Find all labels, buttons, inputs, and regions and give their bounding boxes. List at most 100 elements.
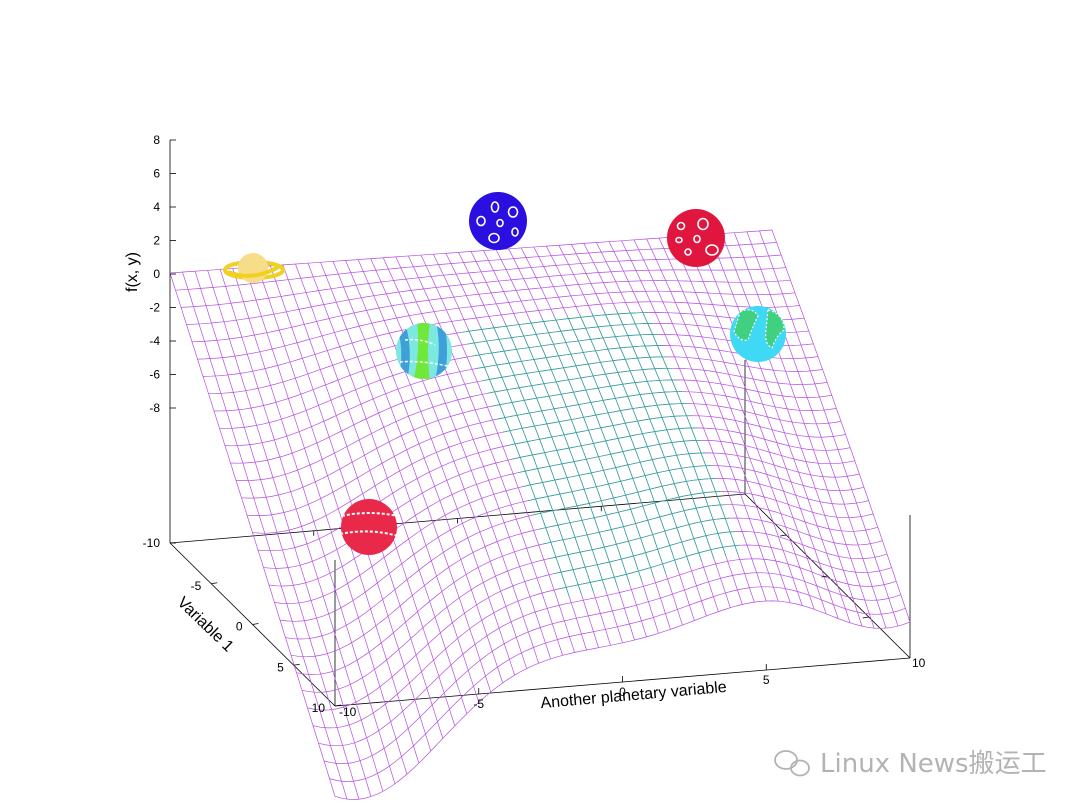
mesh-line-u: [583, 243, 731, 608]
mesh-line-u: [646, 238, 791, 603]
mesh-line-v-under: [543, 504, 726, 545]
blue-moon-icon: [469, 192, 527, 250]
mesh-line-u: [345, 260, 504, 684]
z-tick-label: 6: [153, 167, 160, 181]
mesh-line-v-under: [553, 531, 735, 575]
watermark-text: Linux News搬运工: [820, 749, 1047, 779]
mesh-line-u-under: [479, 326, 582, 595]
mesh-line-v-under: [523, 452, 706, 487]
mesh-line-u: [771, 229, 911, 623]
mesh-line-v-under: [492, 379, 677, 407]
x-tick-label: 5: [763, 673, 770, 687]
mesh-line-u: [219, 269, 384, 792]
mesh-line-v-under: [487, 367, 672, 394]
surface-mesh: [169, 229, 911, 800]
x-axis-label: Another planetary variable: [540, 679, 728, 712]
mesh-line-v-under: [538, 491, 721, 530]
mesh-line-v: [213, 323, 809, 412]
mesh-line-v-under: [471, 334, 658, 357]
earth-icon: [730, 306, 786, 362]
right-tick-mark: [780, 534, 787, 537]
mesh-line-v-under: [507, 415, 692, 446]
mesh-line-v-under: [548, 517, 731, 560]
mesh-line-u-under: [492, 324, 594, 593]
mesh-line-u-under: [579, 314, 679, 570]
mesh-line-u: [759, 230, 899, 627]
z-tick-label: 8: [153, 133, 160, 147]
mesh-line-v: [323, 572, 901, 764]
mesh-line-u: [169, 272, 336, 797]
watermark: Linux News搬运工: [774, 749, 1047, 779]
z-tick-label: -2: [149, 301, 160, 315]
mesh-line-v-under: [497, 391, 682, 420]
mesh-line-v-under: [466, 323, 653, 345]
mesh-line-v-under: [502, 403, 687, 433]
mesh-line-u: [332, 261, 492, 693]
mesh-line-u: [708, 234, 851, 623]
mesh-line-u: [295, 263, 456, 727]
z-tick-label: -4: [149, 334, 160, 348]
y-tick-mark: [334, 704, 342, 707]
mesh-line-u: [621, 240, 767, 602]
right-tick-mark: [862, 616, 869, 619]
mesh-line-u: [370, 258, 528, 669]
red-moon-icon: [667, 209, 725, 267]
neptune-icon: [396, 323, 452, 379]
mesh-line-u-under: [616, 311, 715, 559]
mesh-line-u-under: [604, 312, 703, 562]
mesh-line-v: [329, 586, 906, 782]
mesh-line-u: [483, 250, 635, 641]
y-tick-label: 5: [277, 660, 284, 674]
z-tick-label: -6: [149, 368, 160, 382]
mesh-line-u: [420, 254, 575, 653]
mesh-line-u: [382, 257, 539, 664]
mesh-line-v-under: [533, 478, 716, 516]
mesh-line-u: [633, 239, 779, 602]
mesh-line-u-under: [517, 321, 618, 587]
mesh-line-u: [194, 271, 360, 800]
mesh-line-u: [282, 264, 444, 739]
mars-icon: [341, 499, 397, 555]
mesh-line-v-under: [476, 345, 663, 369]
x-tick-label: 10: [912, 656, 926, 670]
mesh-line-v-under: [512, 427, 697, 460]
z-tick-label: 4: [153, 200, 160, 214]
y-tick-label: 0: [236, 620, 243, 634]
y-tick-label: 10: [312, 701, 326, 715]
mesh-line-u-under: [641, 309, 739, 555]
right-tick-mark: [821, 575, 828, 578]
x-tick-label: 0: [619, 685, 626, 699]
z-tick-label: -8: [149, 401, 160, 415]
mesh-line-u: [721, 233, 863, 627]
mesh-line-v-under: [461, 312, 648, 333]
mesh-line-v: [197, 290, 796, 360]
y-tick-mark: [293, 663, 300, 666]
mesh-line-u: [671, 237, 815, 610]
mesh-line-u-under: [504, 323, 606, 590]
wechat-icon: [774, 750, 810, 777]
y-axis-label: Variable 1: [174, 594, 237, 656]
mesh-line-u: [470, 251, 623, 643]
axis-ticks: 8 6 4 2 0 -2 -4 -6 -8 -10 -5 0 5 10 -10 -5 0 5 10: [143, 133, 926, 719]
mesh-line-v-under: [528, 465, 711, 501]
mesh-line-u: [269, 265, 432, 752]
mesh-line-u-under: [541, 318, 642, 581]
z-axis-label: f(x, y): [124, 252, 141, 292]
mesh-line-u: [696, 235, 839, 619]
mesh-line-u: [357, 259, 516, 676]
mesh-line-v-under: [517, 439, 702, 474]
z-tick-label: 2: [153, 234, 160, 248]
y-tick-label: -5: [191, 579, 202, 593]
mesh-line-u: [320, 262, 480, 703]
x-tick-label: -10: [339, 705, 357, 719]
saturn-icon: [223, 253, 285, 283]
z-tick-label: -10: [143, 536, 161, 550]
mesh-line-u: [182, 271, 348, 800]
mesh-line-u: [244, 267, 408, 775]
mesh-line-u: [395, 256, 551, 660]
mesh-line-u: [746, 231, 887, 629]
mesh-line-u: [232, 268, 396, 784]
mesh-line-u: [558, 245, 707, 617]
